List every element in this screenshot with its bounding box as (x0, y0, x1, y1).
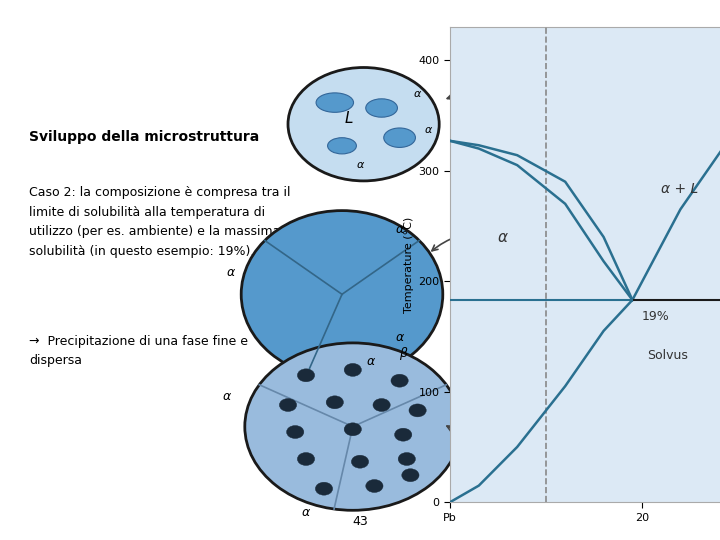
Text: α: α (226, 266, 235, 279)
Ellipse shape (328, 138, 356, 154)
Text: α: α (395, 331, 404, 344)
Text: β: β (399, 347, 408, 360)
Ellipse shape (398, 453, 415, 465)
Ellipse shape (288, 68, 439, 181)
Text: α: α (395, 223, 404, 236)
Ellipse shape (366, 99, 397, 117)
Ellipse shape (279, 399, 297, 411)
Text: α: α (366, 355, 375, 368)
Text: L: L (345, 111, 354, 126)
Text: Sviluppo della microstruttura: Sviluppo della microstruttura (29, 130, 259, 144)
Text: →  Precipitazione di una fase fine e
dispersa: → Precipitazione di una fase fine e disp… (29, 335, 248, 367)
Ellipse shape (409, 404, 426, 417)
Text: α: α (356, 160, 364, 170)
Y-axis label: Temperature (°C): Temperature (°C) (405, 217, 414, 313)
Ellipse shape (366, 480, 383, 492)
Ellipse shape (241, 211, 443, 378)
Ellipse shape (326, 396, 343, 409)
Text: α: α (222, 390, 231, 403)
Ellipse shape (344, 363, 361, 376)
Ellipse shape (402, 469, 419, 482)
Text: Caso 2: la composizione è compresa tra il
limite di solubilità alla temperatura : Caso 2: la composizione è compresa tra i… (29, 186, 290, 258)
Text: Solvus: Solvus (647, 348, 688, 362)
Ellipse shape (245, 343, 461, 510)
Text: 19%: 19% (642, 310, 670, 323)
Text: α: α (498, 231, 508, 246)
Ellipse shape (316, 93, 354, 112)
Ellipse shape (297, 453, 315, 465)
Ellipse shape (384, 128, 415, 147)
Ellipse shape (315, 482, 333, 495)
Text: α: α (414, 90, 421, 99)
Text: α: α (302, 507, 310, 519)
Text: α + L: α + L (661, 182, 698, 196)
Ellipse shape (395, 428, 412, 441)
Ellipse shape (344, 423, 361, 436)
Ellipse shape (391, 374, 408, 387)
Ellipse shape (373, 399, 390, 411)
Text: α: α (425, 125, 432, 134)
Ellipse shape (351, 455, 369, 468)
Text: 43: 43 (352, 515, 368, 528)
Ellipse shape (287, 426, 304, 438)
Ellipse shape (297, 369, 315, 382)
